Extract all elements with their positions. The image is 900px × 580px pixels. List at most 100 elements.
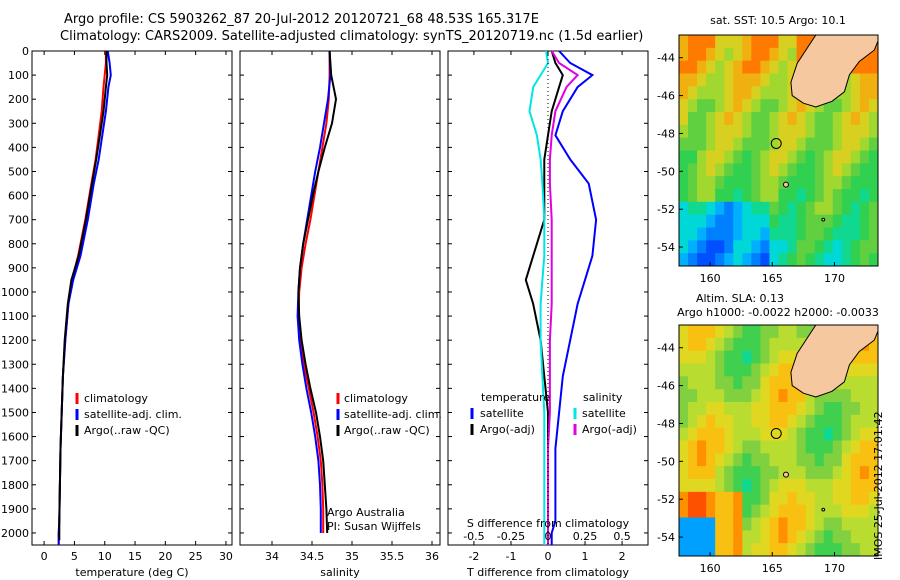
map-cell bbox=[859, 112, 870, 126]
map-cell bbox=[850, 112, 861, 126]
map-cell bbox=[787, 402, 798, 416]
map-cell bbox=[724, 363, 734, 377]
map-cell bbox=[841, 253, 852, 266]
map-cell bbox=[679, 414, 689, 429]
map-cell bbox=[868, 253, 878, 266]
map-cell bbox=[751, 124, 762, 139]
map-cell bbox=[832, 227, 843, 241]
map-cell bbox=[715, 466, 725, 480]
map-cell bbox=[760, 47, 771, 62]
map-cell bbox=[778, 453, 789, 467]
map-cell bbox=[814, 517, 825, 531]
map-cell bbox=[751, 543, 762, 556]
map-cell bbox=[724, 479, 734, 493]
map-cell bbox=[733, 466, 743, 480]
y-tick-label: 100 bbox=[8, 69, 29, 82]
map-cell bbox=[796, 453, 807, 467]
map-cell bbox=[868, 402, 878, 416]
map-cell bbox=[787, 350, 798, 365]
map-cell bbox=[733, 440, 743, 454]
map-cell bbox=[778, 124, 789, 139]
map-cell bbox=[778, 214, 789, 229]
map-cell bbox=[841, 376, 852, 390]
map-cell bbox=[715, 150, 725, 164]
map-cell bbox=[787, 176, 798, 190]
map-cell bbox=[859, 440, 870, 454]
map-cell bbox=[715, 253, 725, 266]
map-cell bbox=[751, 99, 762, 113]
map-cell bbox=[724, 530, 734, 544]
map-cell bbox=[850, 414, 861, 429]
map-cell bbox=[787, 337, 798, 352]
map-cell bbox=[706, 73, 716, 87]
map-cell bbox=[688, 414, 698, 429]
map-cell bbox=[832, 491, 843, 506]
map-cell bbox=[805, 137, 816, 152]
secondary-x-tick-label: -0.5 bbox=[463, 530, 484, 543]
map-cell bbox=[715, 543, 725, 556]
map-cell bbox=[733, 60, 743, 75]
map-cell bbox=[769, 201, 780, 216]
map-cell bbox=[841, 227, 852, 241]
map-cell bbox=[841, 517, 852, 531]
map-cell bbox=[697, 402, 707, 416]
map-cell bbox=[850, 517, 861, 531]
map-cell bbox=[868, 337, 878, 352]
map-cell bbox=[688, 325, 698, 339]
map-cell bbox=[823, 414, 834, 429]
map-cell bbox=[787, 440, 798, 454]
map-cell bbox=[751, 227, 762, 241]
map-cell bbox=[868, 240, 878, 254]
map-cell bbox=[760, 530, 771, 544]
map-cell bbox=[814, 240, 825, 254]
map-cell bbox=[760, 86, 771, 100]
map-cell bbox=[733, 86, 743, 100]
map-cell bbox=[868, 214, 878, 229]
map-cell bbox=[715, 137, 725, 152]
map-cell bbox=[769, 240, 780, 254]
map-cell bbox=[706, 517, 716, 531]
map-cell bbox=[868, 137, 878, 152]
map-x-tick-label: 165 bbox=[762, 562, 783, 575]
map-cell bbox=[850, 163, 861, 177]
map-cell bbox=[742, 112, 752, 126]
map-cell bbox=[769, 227, 780, 241]
map-cell bbox=[769, 337, 780, 352]
map-cell bbox=[769, 86, 780, 100]
y-tick-label: 1600 bbox=[1, 431, 29, 444]
map-cell bbox=[706, 176, 716, 190]
map-cell bbox=[706, 189, 716, 203]
map-cell bbox=[724, 389, 734, 403]
map-cell bbox=[778, 504, 789, 519]
map-cell bbox=[760, 124, 771, 139]
map-cell bbox=[679, 453, 689, 467]
map-cell bbox=[787, 466, 798, 480]
map-cell bbox=[769, 150, 780, 164]
map-cell bbox=[841, 543, 852, 556]
map-cell bbox=[832, 543, 843, 556]
map-cell bbox=[859, 427, 870, 442]
y-tick-label: 1300 bbox=[1, 358, 29, 371]
salinity-x-tick-label: 34.5 bbox=[300, 550, 325, 563]
map-cell bbox=[679, 479, 689, 493]
map-cell bbox=[679, 47, 689, 62]
y-tick-label: 1700 bbox=[1, 455, 29, 468]
map-cell bbox=[859, 479, 870, 493]
map-cell bbox=[796, 517, 807, 531]
sla_map-map-frame bbox=[678, 324, 879, 557]
map-cell bbox=[724, 440, 734, 454]
map-cell bbox=[814, 466, 825, 480]
map-cell bbox=[850, 176, 861, 190]
legend-label: Argo(..raw -QC) bbox=[344, 424, 430, 437]
map-cell bbox=[724, 60, 734, 75]
map-cell bbox=[697, 440, 707, 454]
map-cell bbox=[688, 491, 698, 506]
map-cell bbox=[832, 427, 843, 442]
map-cell bbox=[688, 99, 698, 113]
map-cell bbox=[706, 35, 716, 49]
map-cell bbox=[832, 466, 843, 480]
map-cell bbox=[751, 112, 762, 126]
map-cell bbox=[697, 189, 707, 203]
salinity-plot-frame bbox=[239, 50, 441, 546]
map-cell bbox=[859, 137, 870, 152]
